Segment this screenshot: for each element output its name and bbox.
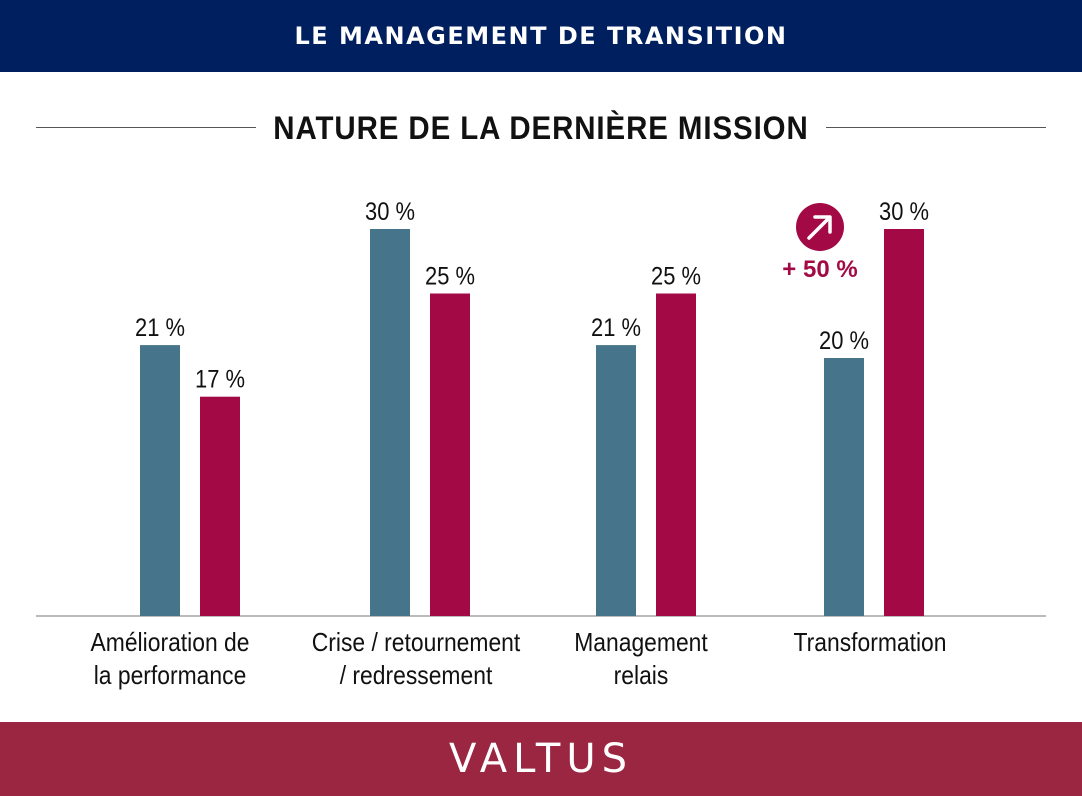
title-rule-right [826,127,1046,128]
footer-band: VALTUS [0,722,1082,796]
bar-series1-cat1 [140,345,180,616]
category-label-line: Management [574,627,708,657]
top-banner: LE MANAGEMENT DE TRANSITION [0,0,1082,72]
bar-series2-cat3 [656,293,696,616]
arrow-up-right-icon [796,203,844,251]
data-label-series2-cat2: 25 % [425,263,475,291]
category-label-line: Transformation [793,627,947,657]
data-label-series2-cat1: 17 % [195,366,245,394]
chart-title-row: NATURE DE LA DERNIÈRE MISSION [36,104,1046,152]
chart-title: NATURE DE LA DERNIÈRE MISSION [273,110,809,146]
category-label-management-relais: Management relais [535,626,746,692]
banner-title: LE MANAGEMENT DE TRANSITION [294,22,788,50]
data-label-series1-cat1: 21 % [135,314,185,342]
data-label-series1-cat4: 20 % [819,327,869,355]
category-label-line: Crise / retournement [311,627,521,657]
trend-label: + 50 % [782,256,858,283]
data-label-series1-cat2: 30 % [365,198,415,226]
bar-series2-cat4 [884,229,924,616]
category-label-line: relais [613,660,669,690]
category-label-line: Amélioration de [90,627,250,657]
category-label-amelioration: Amélioration de la performance [64,626,275,692]
bar-series2-cat1 [200,396,240,616]
category-label-transformation: Transformation [764,626,975,659]
bar-series1-cat4 [824,358,864,616]
brand-logo: VALTUS [448,736,634,782]
data-label-series2-cat3: 25 % [651,263,701,291]
bar-series1-cat2 [370,229,410,616]
data-label-series2-cat4: 30 % [879,198,929,226]
title-rule-left [36,127,256,128]
data-label-series1-cat3: 21 % [591,314,641,342]
bar-series1-cat3 [596,345,636,616]
bar-chart: 21 % 30 % 21 % 20 % 17 % 25 % 25 % 30 % [36,198,1046,617]
category-label-line: / redressement [339,660,493,690]
bar-series2-cat2 [430,293,470,616]
category-label-line: la performance [93,660,247,690]
category-label-crise: Crise / retournement / redressement [310,626,521,692]
